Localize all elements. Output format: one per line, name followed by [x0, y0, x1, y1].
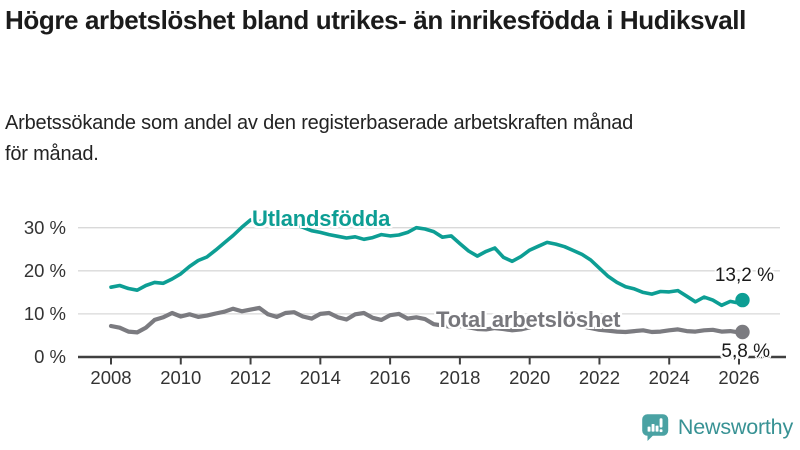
- x-tick-label: 2026: [718, 367, 760, 388]
- page-title: Högre arbetslöshet bland utrikes- än inr…: [5, 5, 746, 35]
- x-tick-label: 2018: [439, 367, 481, 388]
- x-tick-label: 2010: [160, 367, 202, 388]
- x-tick-label: 2024: [648, 367, 690, 388]
- y-tick-label: 0 %: [34, 346, 66, 367]
- x-tick-label: 2022: [578, 367, 621, 388]
- page-subtitle: Arbetssökande som andel av den registerb…: [5, 108, 797, 170]
- series-line-0: [109, 218, 745, 308]
- x-tick-label: 2008: [90, 367, 132, 388]
- series-line-1: [108, 305, 745, 335]
- newsworthy-logo[interactable]: Newsworthy: [641, 413, 793, 442]
- x-tick-label: 2016: [369, 367, 411, 388]
- y-tick-label: 10 %: [23, 302, 66, 324]
- newsworthy-logo-text: Newsworthy: [677, 415, 793, 439]
- newsworthy-logo-icon: [642, 414, 669, 441]
- series-label-utlandsfodda: Utlandsfödda: [252, 206, 391, 231]
- x-tick-label: 2020: [509, 367, 551, 388]
- y-tick-label: 20 %: [23, 259, 66, 281]
- series-end-dot-1: [735, 324, 750, 340]
- x-tick-label: 2012: [229, 367, 272, 388]
- end-value-label-total: 5,8 %: [721, 341, 770, 362]
- y-tick-label: 30 %: [23, 216, 66, 238]
- series-end-dot-0: [735, 292, 750, 308]
- subtitle-line-2: för månad.: [5, 143, 99, 165]
- end-value-label-utlandsfodda: 13,2 %: [714, 265, 774, 286]
- x-tick-label: 2014: [299, 367, 341, 388]
- subtitle-line-1: Arbetssökande som andel av den registerb…: [5, 112, 634, 134]
- series-label-total-arbetsloshet: Total arbetslöshet: [436, 307, 621, 332]
